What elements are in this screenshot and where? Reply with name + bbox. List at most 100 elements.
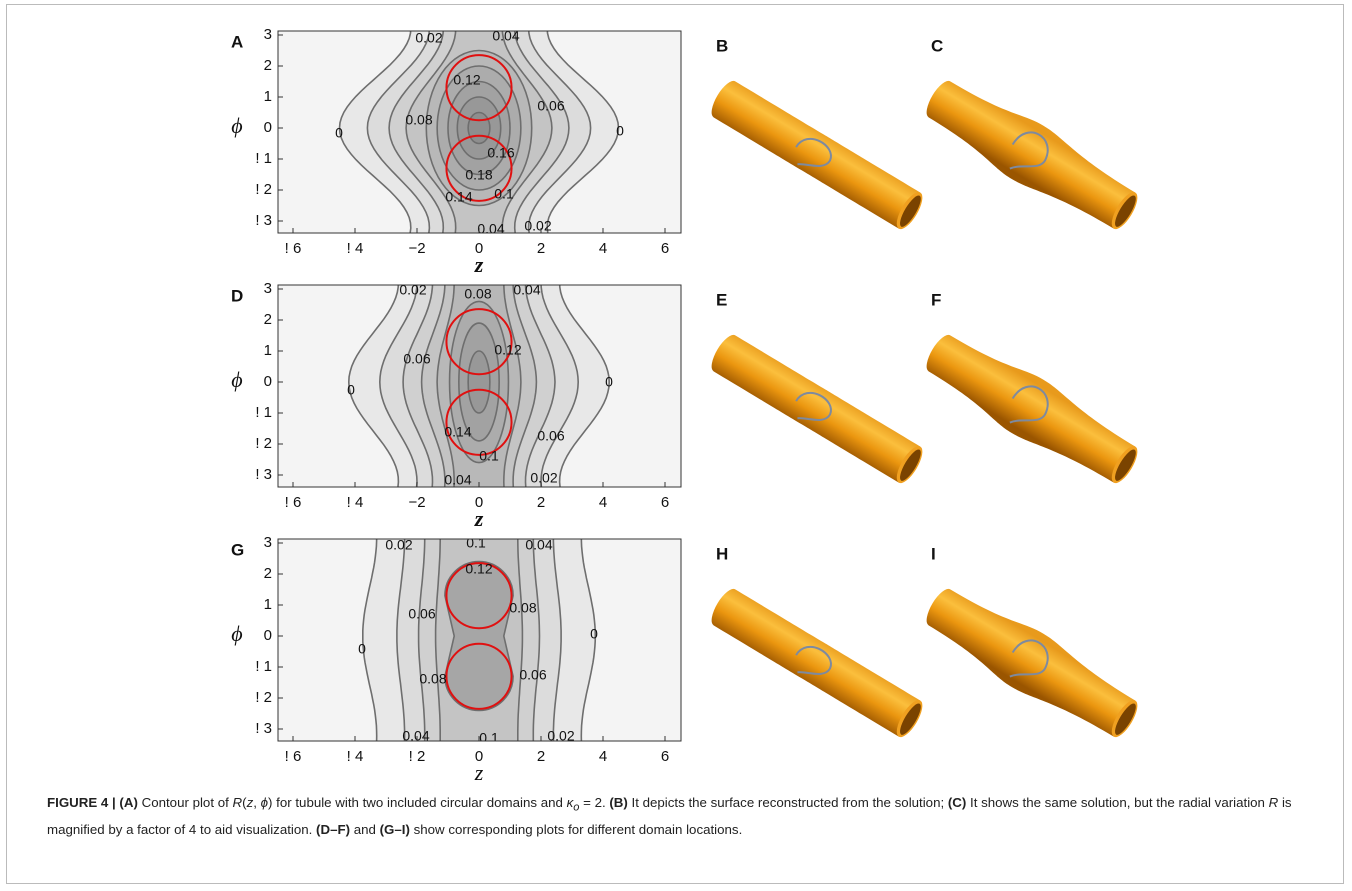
y-tick-label: ! 3 xyxy=(255,720,272,737)
contour-label: 0.1 xyxy=(494,186,514,202)
y-tick-label: ! 1 xyxy=(255,658,272,675)
y-axis-label: ϕ xyxy=(231,621,242,646)
caption-text: R xyxy=(1269,795,1279,810)
y-tick-label: 3 xyxy=(264,26,272,43)
tube-surface xyxy=(707,77,927,232)
contour-label: 0.16 xyxy=(487,145,514,161)
x-tick-label: 2 xyxy=(537,240,545,257)
caption-text: (G–I) xyxy=(380,822,410,837)
panel-letter: A xyxy=(231,32,243,51)
tube-body xyxy=(917,69,1141,238)
contour-label: 0.08 xyxy=(464,286,491,302)
x-axis-label: z xyxy=(474,506,484,531)
panel-letter: G xyxy=(231,540,244,559)
contour-label: 0.12 xyxy=(453,72,480,88)
panel-letter: H xyxy=(716,544,728,563)
y-tick-label: 2 xyxy=(264,565,272,582)
x-tick-label: 2 xyxy=(537,748,545,765)
contour-label: 0 xyxy=(590,626,598,642)
x-tick-label: 4 xyxy=(599,494,607,511)
contour-label: 0.08 xyxy=(405,112,432,128)
caption-text: (B) xyxy=(609,795,627,810)
x-tick-label: 6 xyxy=(661,240,669,257)
tube-body xyxy=(707,331,921,482)
panel-letter: B xyxy=(716,36,728,55)
contour-label: 0.14 xyxy=(445,189,472,205)
contour-label: 0.04 xyxy=(477,221,504,237)
contour-label: 0.1 xyxy=(466,535,486,551)
y-tick-label: 0 xyxy=(264,373,272,390)
x-tick-label: ! 4 xyxy=(347,494,364,511)
tube-body xyxy=(917,577,1141,746)
contour-label: 0.1 xyxy=(479,730,499,746)
contour-label: 0.06 xyxy=(537,98,564,114)
contour-label: 0.18 xyxy=(465,167,492,183)
x-tick-label: ! 6 xyxy=(285,240,302,257)
caption-text: ) for tubule with two included circular … xyxy=(268,795,567,810)
contour-label: 0.06 xyxy=(408,606,435,622)
contour-label: 0 xyxy=(358,641,366,657)
x-tick-label: −2 xyxy=(408,240,425,257)
x-axis-label: z xyxy=(474,760,484,785)
contour-plot: 0.020.080.040.120.06000.140.060.10.040.0… xyxy=(231,277,681,531)
contour-label: 0.04 xyxy=(444,472,471,488)
y-tick-label: ! 2 xyxy=(255,689,272,706)
contour-label: 0 xyxy=(605,374,613,390)
y-tick-label: 2 xyxy=(264,311,272,328)
figure-graphics: 0.020.040.120.060.080.16000.180.140.10.0… xyxy=(7,5,1345,785)
contour-label: 0.02 xyxy=(415,30,442,46)
caption-text: FIGURE 4 | (A) xyxy=(47,795,138,810)
panel-letter: F xyxy=(931,290,941,309)
contour-region xyxy=(468,113,490,144)
caption-text: show corresponding plots for different d… xyxy=(410,822,742,837)
tube-body xyxy=(917,323,1141,492)
y-axis-label: ϕ xyxy=(231,367,242,392)
contour-label: 0.14 xyxy=(444,424,471,440)
contour-label: 0.12 xyxy=(465,561,492,577)
x-tick-label: ! 6 xyxy=(285,494,302,511)
caption-text: R xyxy=(233,795,243,810)
contour-label: 0 xyxy=(335,125,343,141)
contour-label: 0 xyxy=(347,382,355,398)
x-tick-label: ! 4 xyxy=(347,748,364,765)
x-axis-label: z xyxy=(474,252,484,277)
tube-surface xyxy=(917,69,1148,242)
x-tick-label: ! 6 xyxy=(285,748,302,765)
tube-body xyxy=(707,585,921,736)
x-tick-label: 4 xyxy=(599,240,607,257)
x-tick-label: −2 xyxy=(408,494,425,511)
y-tick-label: 3 xyxy=(264,280,272,297)
x-tick-label: ! 4 xyxy=(347,240,364,257)
caption-text: ϕ xyxy=(261,795,268,810)
caption-text: , xyxy=(253,795,260,810)
caption-text: It shows the same solution, but the radi… xyxy=(966,795,1268,810)
x-tick-label: 6 xyxy=(661,494,669,511)
y-tick-label: 1 xyxy=(264,596,272,613)
contour-label: 0.04 xyxy=(513,282,540,298)
y-tick-label: 2 xyxy=(264,57,272,74)
caption-text: = 2. xyxy=(579,795,609,810)
contour-label: 0.08 xyxy=(419,671,446,687)
caption-text: Contour plot of xyxy=(138,795,233,810)
caption-text: and xyxy=(350,822,380,837)
panel-letter: D xyxy=(231,286,243,305)
tube-surface xyxy=(917,577,1148,750)
tube-body xyxy=(707,77,921,228)
contour-label: 0.1 xyxy=(479,448,499,464)
y-tick-label: ! 3 xyxy=(255,466,272,483)
caption: FIGURE 4 | (A) Contour plot of R(z, ϕ) f… xyxy=(47,792,1322,841)
y-axis-label: ϕ xyxy=(231,113,242,138)
panel-letter: E xyxy=(716,290,727,309)
caption-text: It depicts the surface reconstructed fro… xyxy=(628,795,948,810)
tube-surface xyxy=(707,585,927,740)
y-tick-label: 3 xyxy=(264,534,272,551)
contour-label: 0.08 xyxy=(509,600,536,616)
y-tick-label: ! 2 xyxy=(255,435,272,452)
y-tick-label: 1 xyxy=(264,342,272,359)
x-tick-label: ! 2 xyxy=(409,748,426,765)
caption-text: (C) xyxy=(948,795,966,810)
